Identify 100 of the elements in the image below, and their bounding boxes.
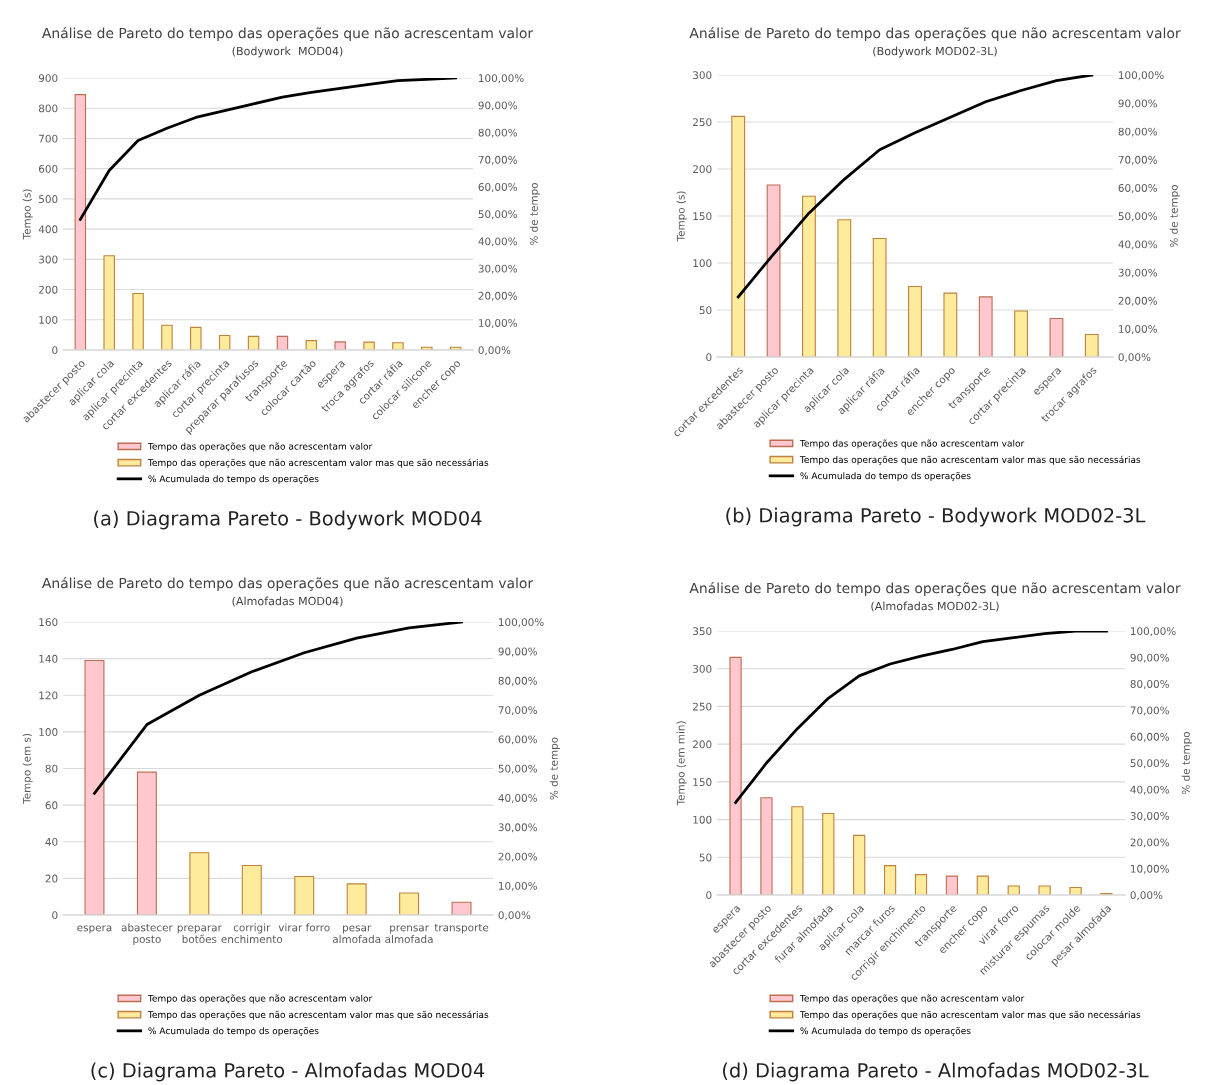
y2-tick-label: 70,00% xyxy=(1130,706,1169,716)
y2-tick-label: 10,00% xyxy=(1119,325,1157,334)
y-tick-label: 700 xyxy=(39,134,58,143)
legend-label: % Acumulada do tempo ds operações xyxy=(800,471,971,481)
y-tick-label: 140 xyxy=(39,654,58,663)
y-tick-label: 800 xyxy=(38,104,58,113)
y-tick-label: 20 xyxy=(45,874,58,883)
legend-label: % Acumulada do tempo ds operações xyxy=(148,1026,319,1036)
y2-tick-label: 100,00% xyxy=(499,618,544,628)
legend-label: % Acumulada do tempo ds operações xyxy=(800,1026,971,1036)
y2-tick-label: 30,00% xyxy=(478,264,517,274)
y-tick-label: 250 xyxy=(693,702,712,711)
y2-tick-label: 40,00% xyxy=(1130,785,1169,795)
y2-axis-title: % de tempo xyxy=(1169,184,1180,248)
y-tick-label: 0 xyxy=(52,911,58,920)
y-axis-title: Tempo (s) xyxy=(22,189,33,240)
y2-tick-label: 0,00% xyxy=(1130,891,1163,901)
x-tick-label: pesar almofada xyxy=(332,925,381,944)
y-tick-label: 400 xyxy=(38,225,58,234)
y-axis-title: Tempo (em s) xyxy=(22,733,33,804)
chart-subtitle: (Almofadas MOD02-3L) xyxy=(871,601,999,612)
x-tick-label: prensar almofada xyxy=(385,925,433,944)
y-tick-label: 100 xyxy=(693,815,712,824)
chart-title: Análise de Pareto do tempo das operações que não acrescentam valor xyxy=(41,27,534,41)
y2-tick-label: 20,00% xyxy=(1130,838,1169,848)
y2-tick-label: 40,00% xyxy=(498,794,537,803)
legend-label: Tempo das operações que não acrescentam valor mas que são necessárias xyxy=(799,1010,1141,1020)
y2-tick-label: 60,00% xyxy=(1118,184,1157,193)
y2-tick-label: 70,00% xyxy=(1118,155,1157,165)
chart-subtitle: (Bodywork MOD02-3L) xyxy=(873,46,997,58)
y2-axis-title: % de tempo xyxy=(1181,731,1192,795)
y-tick-label: 0 xyxy=(706,353,712,362)
y2-tick-label: 80,00% xyxy=(1118,127,1157,137)
y2-tick-label: 90,00% xyxy=(1118,99,1157,109)
y2-tick-label: 10,00% xyxy=(499,881,537,891)
text: (c) Diagrama Pareto - Almofadas MOD04 xyxy=(91,1062,485,1082)
y2-tick-label: 60,00% xyxy=(478,183,517,192)
y-tick-label: 200 xyxy=(39,285,58,294)
y2-tick-label: 20,00% xyxy=(1118,296,1157,306)
y2-tick-label: 100,00% xyxy=(1131,627,1176,637)
y-tick-label: 150 xyxy=(693,212,712,221)
y2-tick-label: 70,00% xyxy=(478,155,517,165)
legend-label: Tempo das operações que não acrescentam valor mas que são necessárias xyxy=(147,458,489,468)
text: (a) Diagrama Pareto - Bodywork MOD04 xyxy=(94,510,482,530)
y-tick-label: 300 xyxy=(693,71,712,80)
x-tick-label: virar forro xyxy=(278,923,330,932)
y2-tick-label: 40,00% xyxy=(478,237,517,247)
y2-tick-label: 20,00% xyxy=(498,852,537,862)
y2-tick-label: 10,00% xyxy=(479,319,517,328)
y2-tick-label: 70,00% xyxy=(498,706,537,716)
y2-tick-label: 80,00% xyxy=(498,676,537,686)
y-tick-label: 300 xyxy=(39,255,58,264)
y2-axis-title: % de tempo xyxy=(549,737,560,800)
y2-tick-label: 50,00% xyxy=(478,210,517,220)
y2-tick-label: 20,00% xyxy=(478,291,517,301)
y-tick-label: 200 xyxy=(693,165,712,174)
text: (b) Diagrama Pareto - Bodywork MOD02-3L xyxy=(726,507,1146,527)
y-axis-title: Tempo (s) xyxy=(676,191,687,242)
y-tick-label: 900 xyxy=(38,74,58,83)
y-tick-label: 120 xyxy=(39,691,58,700)
text: (d) Diagrama Pareto - Almofadas MOD02-3L xyxy=(723,1062,1149,1082)
y2-tick-label: 60,00% xyxy=(1130,732,1169,742)
y-tick-label: 50 xyxy=(699,853,712,862)
y-tick-label: 600 xyxy=(38,164,58,173)
y2-tick-label: 50,00% xyxy=(1118,212,1157,222)
y2-tick-label: 0,00% xyxy=(1118,353,1151,363)
y2-tick-label: 30,00% xyxy=(1118,268,1157,278)
y2-tick-label: 100,00% xyxy=(1119,71,1164,81)
y2-tick-label: 100,00% xyxy=(479,74,524,84)
y-tick-label: 200 xyxy=(693,740,712,749)
y2-tick-label: 80,00% xyxy=(1130,680,1169,689)
y-tick-label: 350 xyxy=(693,627,712,636)
y-tick-label: 100 xyxy=(39,728,58,736)
x-tick-label: espera xyxy=(77,925,112,934)
legend-label: Tempo das operações que não acrescentam valor mas que são necessárias xyxy=(147,1010,489,1020)
y2-tick-label: 80,00% xyxy=(478,128,517,138)
legend-label: Tempo das operações que não acrescentam valor xyxy=(799,439,1025,449)
y2-tick-label: 30,00% xyxy=(498,823,537,833)
y-tick-label: 300 xyxy=(693,664,712,673)
y2-tick-label: 0,00% xyxy=(498,911,531,921)
legend-label: Tempo das operações que não acrescentam valor mas que são necessárias xyxy=(799,455,1141,465)
y-tick-label: 80 xyxy=(45,764,58,773)
y2-axis-title: % de tempo xyxy=(529,182,540,246)
y-tick-label: 100 xyxy=(693,259,712,268)
x-tick-label: preparar botões xyxy=(177,925,222,944)
chart-subtitle: (Bodywork MOD04) xyxy=(232,46,343,58)
chart-title: Análise de Pareto do tempo das operações que não acrescentam valor xyxy=(689,27,1181,41)
y2-tick-label: 90,00% xyxy=(498,647,537,657)
y2-tick-label: 0,00% xyxy=(478,346,511,356)
y-axis-title: Tempo (em min) xyxy=(676,721,687,806)
y2-tick-label: 10,00% xyxy=(1131,864,1169,874)
y2-tick-label: 60,00% xyxy=(498,735,537,745)
x-tick-label: transporte xyxy=(434,923,489,934)
y2-tick-label: 90,00% xyxy=(478,101,517,111)
y2-tick-label: 90,00% xyxy=(1130,653,1169,663)
chart-title: Análise de Pareto do tempo das operações que não acrescentam valor xyxy=(41,577,534,591)
y-tick-label: 0 xyxy=(706,891,712,900)
chart-subtitle: (Almofadas MOD04) xyxy=(232,596,343,607)
legend-label: Tempo das operações que não acrescentam valor xyxy=(147,442,373,452)
y-tick-label: 50 xyxy=(699,306,712,315)
